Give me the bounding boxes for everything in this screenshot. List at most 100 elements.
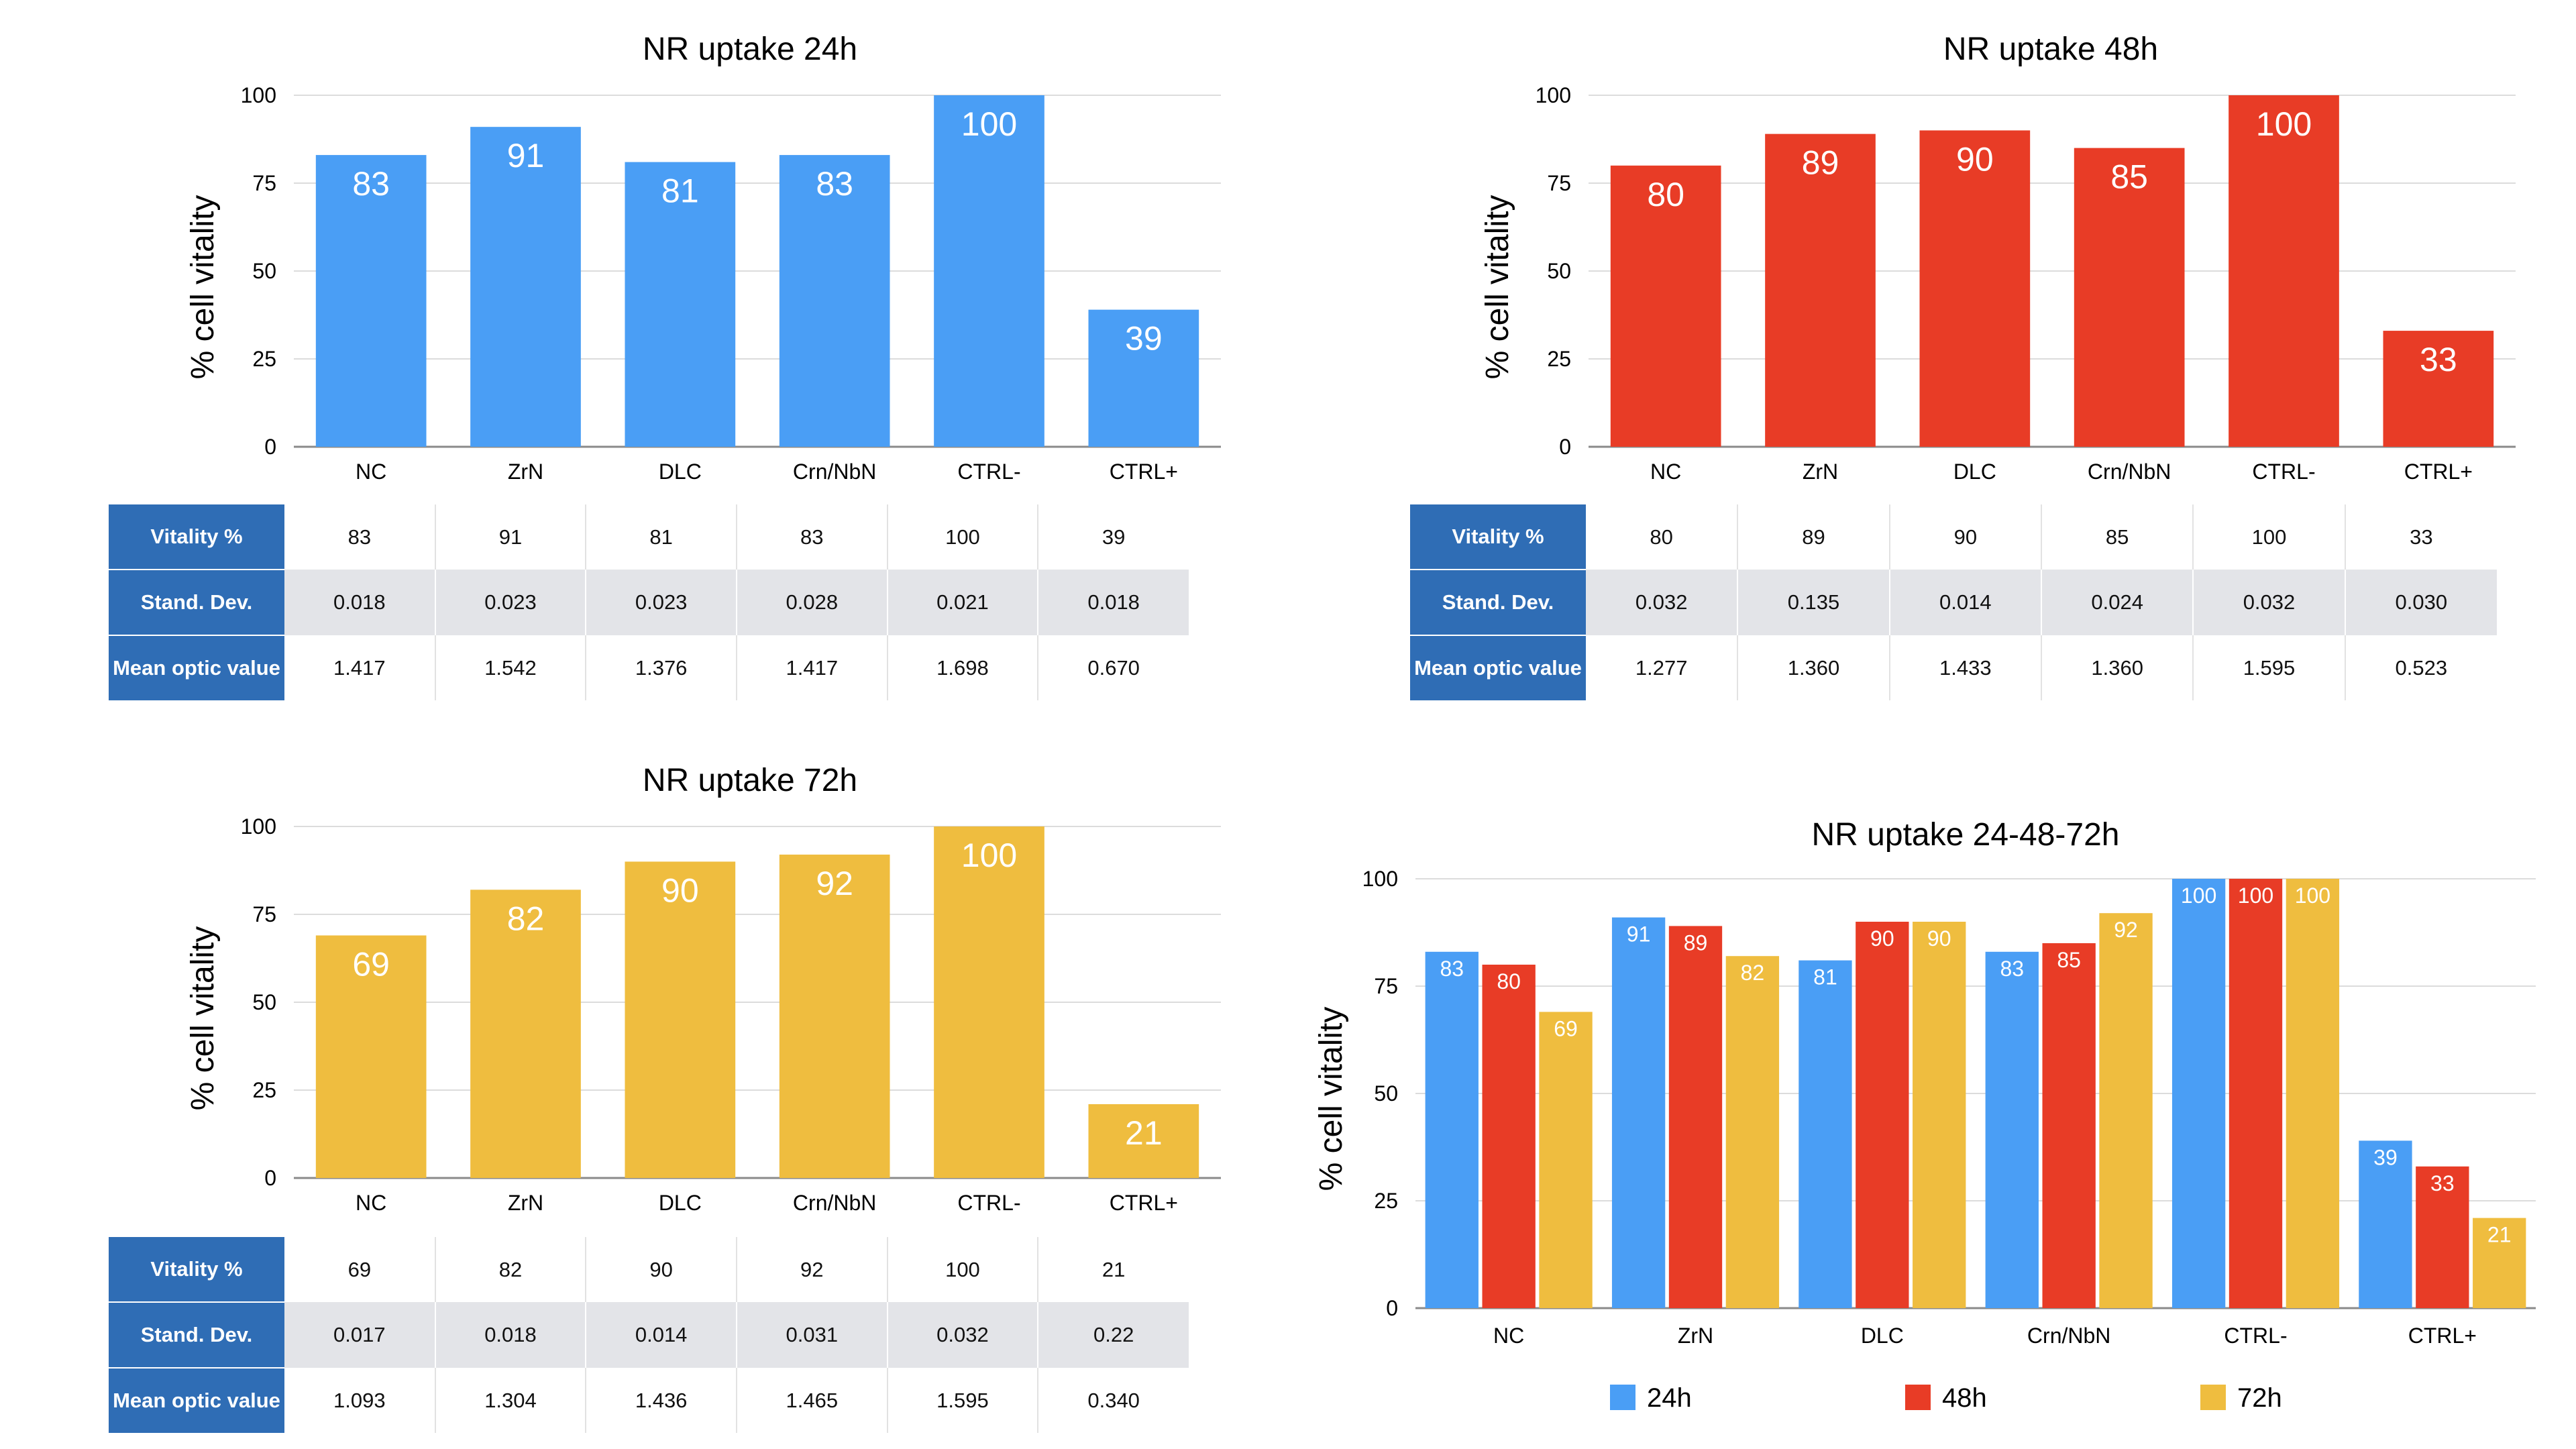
y-tick-label: 25 — [252, 347, 276, 371]
table-cell: 0.018 — [284, 570, 435, 635]
data-label: 100 — [961, 105, 1017, 143]
table-row-std-dev: Stand. Dev. 0.018 0.023 0.023 0.028 0.02… — [109, 569, 1189, 636]
chart-title: NR uptake 24h — [643, 32, 857, 67]
table-cell: 1.542 — [434, 635, 586, 700]
legend-label-48h: 48h — [1942, 1383, 1987, 1413]
table-cell: 82 — [434, 1237, 586, 1302]
y-axis-label: % cell vitality — [185, 195, 221, 380]
legend-item-48h[interactable]: 48h — [1905, 1383, 1987, 1413]
data-label: 90 — [661, 871, 699, 909]
table-cell: 1.360 — [2040, 635, 2194, 700]
table-cell: 1.595 — [2192, 635, 2345, 700]
y-tick-label: 75 — [252, 902, 276, 926]
data-label: 69 — [352, 945, 390, 983]
y-tick-label: 100 — [241, 83, 276, 107]
table-row-vitality: Vitality % 80 89 90 85 100 33 — [1410, 504, 2497, 570]
x-tick-label: NC — [1493, 1324, 1524, 1348]
bar-crn-nbn-48h — [2042, 943, 2096, 1308]
data-label: 83 — [1440, 957, 1464, 981]
legend-item-72h[interactable]: 72h — [2200, 1383, 2282, 1413]
data-label: 90 — [1870, 926, 1894, 951]
y-tick-label: 100 — [1362, 867, 1398, 891]
bar-crn-nbn-72h — [2099, 913, 2153, 1308]
table-cell: 80 — [1650, 525, 1673, 549]
bar-zrn — [470, 127, 581, 447]
table-cell: 0.017 — [284, 1302, 435, 1368]
table-cell: 81 — [585, 504, 737, 570]
bar-dlc — [625, 861, 736, 1178]
x-tick-label: NC — [1650, 460, 1681, 484]
table-cell: 33 — [2344, 504, 2497, 570]
bar-crn-nbn-24h — [1985, 951, 2039, 1308]
y-tick-label: 100 — [1536, 83, 1571, 107]
legend-item-24h[interactable]: 24h — [1610, 1383, 1692, 1413]
table-cell: 0.135 — [1737, 570, 1890, 635]
x-tick-label: Crn/NbN — [793, 460, 876, 484]
y-tick-label: 75 — [252, 171, 276, 195]
table-cell: 0.018 — [434, 1302, 586, 1368]
table-cell: 83 — [735, 504, 888, 570]
table-cell: 1.093 — [333, 1388, 386, 1412]
data-label: 82 — [507, 900, 545, 937]
data-label: 100 — [2238, 883, 2273, 908]
x-tick-label: Crn/NbN — [793, 1191, 876, 1215]
bar-ctrl — [934, 826, 1044, 1178]
table-cell: 100 — [886, 504, 1038, 570]
y-tick-label: 75 — [1374, 974, 1398, 998]
bar-zrn — [1765, 133, 1876, 447]
data-label: 21 — [1125, 1114, 1163, 1152]
data-label: 85 — [2110, 158, 2148, 196]
y-tick-label: 0 — [264, 435, 276, 459]
row-header-vitality: Vitality % — [109, 504, 284, 570]
table-cell: 91 — [434, 504, 586, 570]
table-cell: 39 — [1037, 504, 1189, 570]
table-cell: 1.595 — [886, 1368, 1038, 1433]
table-cell: 83 — [347, 525, 372, 549]
x-tick-label: CTRL+ — [1110, 460, 1178, 484]
table-cell: 0.032 — [2192, 570, 2345, 635]
x-tick-label: ZrN — [508, 1191, 543, 1215]
bar-zrn-24h — [1611, 917, 1666, 1308]
bar-ctrl — [1088, 309, 1199, 447]
stats-table-24h: Vitality % 83 91 81 83 100 39 Stand. Dev… — [109, 504, 1189, 700]
y-tick-label: 100 — [241, 814, 276, 839]
table-cell: 0.670 — [1037, 635, 1189, 700]
y-tick-label: 25 — [1547, 347, 1571, 371]
bar-nc-48h — [1482, 965, 1536, 1308]
table-cell: 100 — [2192, 504, 2345, 570]
data-label: 33 — [2430, 1171, 2455, 1195]
chart-nr-uptake-48h: NR uptake 48h % cell vitality 0 25 50 75 100… — [1480, 32, 2516, 484]
table-cell: 0.032 — [886, 1302, 1038, 1368]
y-tick-label: 50 — [252, 259, 276, 283]
x-tick-label: CTRL- — [957, 1191, 1020, 1215]
bar-crn-nbn — [779, 854, 890, 1178]
bar-zrn — [470, 890, 581, 1178]
y-tick-label: 50 — [1374, 1081, 1398, 1106]
chart-title: NR uptake 48h — [1943, 32, 2158, 67]
data-label: 100 — [961, 837, 1017, 874]
y-tick-label: 50 — [252, 990, 276, 1014]
bar-ctrl — [2229, 95, 2339, 447]
bar-zrn-48h — [1668, 926, 1723, 1308]
data-label: 39 — [2373, 1145, 2398, 1169]
table-cell: 1.465 — [735, 1368, 888, 1433]
data-label: 89 — [1684, 930, 1708, 955]
data-label: 100 — [2256, 105, 2312, 143]
table-cell: 0.014 — [1888, 570, 2041, 635]
bar-ctrl-24h — [2359, 1140, 2412, 1308]
data-label: 90 — [1956, 140, 1994, 178]
data-label: 83 — [816, 165, 853, 203]
bar-ctrl-48h — [2416, 1166, 2469, 1308]
y-tick-label: 75 — [1547, 171, 1571, 195]
chart-title: NR uptake 24-48-72h — [1812, 817, 2120, 853]
row-header-mean-optic: Mean optic value — [1410, 635, 1586, 700]
legend-swatch-48h — [1905, 1385, 1931, 1410]
table-cell: 1.360 — [1737, 635, 1890, 700]
data-label: 100 — [2295, 883, 2330, 908]
data-label: 83 — [352, 165, 390, 203]
data-label: 89 — [1802, 144, 1839, 182]
x-tick-label: DLC — [659, 1191, 702, 1215]
table-cell: 92 — [735, 1237, 888, 1302]
bar-ctrl-24h — [2171, 879, 2226, 1308]
bar-dlc-24h — [1799, 960, 1852, 1308]
